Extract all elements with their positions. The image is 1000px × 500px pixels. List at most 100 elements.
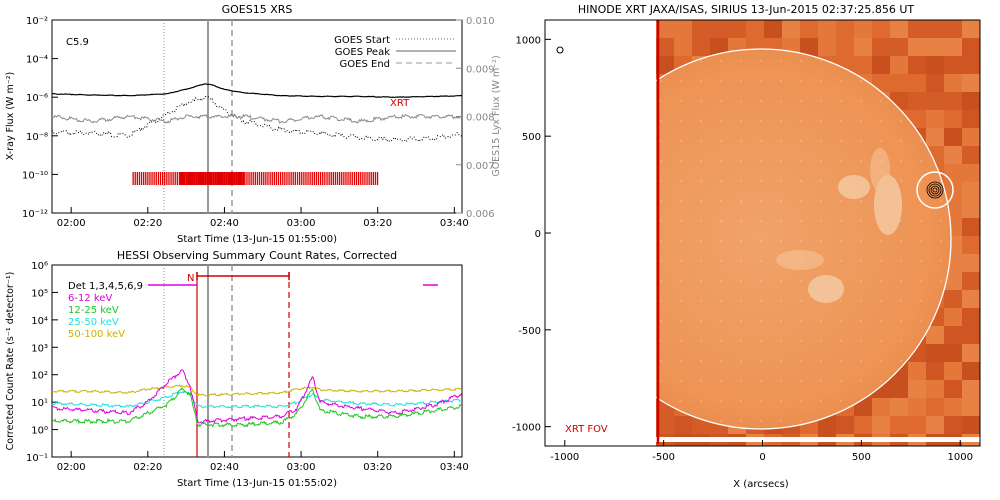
hessi-title: HESSI Observing Summary Count Rates, Cor… [117, 249, 397, 262]
hessi-x-tick-label: 02:40 [210, 462, 239, 473]
active-region-4 [776, 250, 824, 270]
corona-tile [962, 146, 980, 164]
corona-tile [926, 20, 944, 38]
xrt-coverage-bar [309, 172, 311, 185]
xrt-coverage-bar [170, 172, 172, 185]
xrt-coverage-bar [221, 172, 224, 185]
xrt-coverage-bar [132, 172, 134, 185]
corona-tile [944, 74, 962, 92]
corona-tile [890, 416, 908, 434]
xrt-coverage-bar [157, 172, 160, 185]
hessi-night-label: N [187, 273, 194, 284]
xrt-coverage-bar [370, 172, 372, 185]
corona-tile [962, 398, 980, 416]
goes-y2-tick-label: 0.006 [466, 209, 495, 220]
corona-tile [944, 398, 962, 416]
xrt-coverage-bar [197, 172, 200, 185]
corona-tile [890, 434, 908, 446]
corona-tile [890, 74, 908, 92]
xrt-coverage-bar [159, 172, 162, 185]
active-region-5 [870, 148, 890, 192]
corona-tile [746, 434, 764, 446]
goes-y2-label: GOES15 Lyx Flux (W m⁻²) [491, 55, 502, 176]
corona-tile [962, 380, 980, 398]
xrt-coverage-bar [301, 172, 303, 185]
goes-y2-tick-label: 0.007 [466, 161, 495, 172]
corona-tile [962, 200, 980, 218]
corona-tile [818, 434, 836, 446]
goes-short-channel-trace [52, 95, 462, 143]
corona-tile [872, 38, 890, 56]
corona-tile [818, 20, 836, 38]
corona-tile [962, 272, 980, 290]
corona-tile [692, 38, 710, 56]
corona-tile [944, 146, 962, 164]
xrt-coverage-bar [242, 172, 245, 185]
xrt-coverage-bar [202, 172, 205, 185]
hessi-y-tick-label: 10² [31, 371, 48, 382]
xrt-coverage-bar [237, 172, 240, 185]
corona-tile [962, 38, 980, 56]
corona-tile [854, 56, 872, 74]
corona-tile [944, 38, 962, 56]
xrt-title: HINODE XRT JAXA/ISAS, SIRIUS 13-Jun-2015… [578, 3, 915, 16]
corona-tile [962, 74, 980, 92]
hessi-legend-detectors: Det 1,3,4,5,6,9 [68, 281, 143, 292]
hessi-50-100-kev-trace [52, 384, 462, 397]
goes-y-label: X-ray Flux (W m⁻²) [5, 72, 16, 161]
xrt-coverage-bar [368, 172, 370, 185]
xrt-coverage-bar [265, 172, 267, 185]
xrt-coverage-bar [208, 172, 211, 185]
goes-legend: GOES Start GOES Peak GOES End [334, 35, 456, 70]
corona-tile [944, 434, 962, 446]
corona-tile [800, 434, 818, 446]
xrt-coverage-bar [341, 172, 343, 185]
xrt-coverage-bar [183, 172, 186, 185]
xrt-coverage-bar [187, 172, 190, 185]
hessi-x-ticks: 02:00 02:20 02:40 03:00 03:20 03:40 [57, 451, 469, 473]
xrt-coverage-bar [254, 172, 256, 185]
corona-tile [710, 38, 728, 56]
corona-tile [908, 434, 926, 446]
xrt-coverage-bar [246, 172, 248, 185]
xrt-coverage-bar [231, 172, 234, 185]
corona-tile [944, 362, 962, 380]
xrt-y-tick-label: 500 [522, 132, 541, 143]
corona-tile [944, 290, 962, 308]
corona-tile [944, 92, 962, 110]
xrt-coverage-bar [210, 172, 213, 185]
corona-tile [926, 128, 944, 146]
corona-tile [854, 20, 872, 38]
xrt-x-label: X (arcsecs) [733, 479, 789, 490]
xrt-x-tick-label: -1000 [550, 452, 579, 463]
xrt-coverage-bar [286, 172, 288, 185]
xrt-coverage-bar [280, 172, 282, 185]
xrt-coverage-bar [212, 172, 215, 185]
xrt-coverage-bar [193, 172, 196, 185]
hessi-legend-25-50: 25-50 keV [68, 317, 119, 328]
hessi-y-ticks: 10⁶ 10⁵ 10⁴ 10³ 10² 10¹ 10⁰ 10⁻¹ [26, 261, 58, 464]
corona-tile [674, 434, 692, 446]
corona-tile [926, 74, 944, 92]
xrt-coverage-bar [149, 172, 151, 185]
xrt-coverage-bar [189, 172, 192, 185]
hessi-25-50-kev-trace [52, 390, 462, 409]
corona-tile [944, 416, 962, 434]
corona-tile [836, 20, 854, 38]
goes-y-tick-label: 10⁻⁴ [26, 55, 48, 66]
goes-y2-tick-label: 0.008 [466, 113, 495, 124]
xrt-coverage-bar [185, 172, 188, 185]
corona-tile [746, 20, 764, 38]
xrt-coverage-bar [313, 172, 315, 185]
xrt-coverage-bar [174, 172, 176, 185]
xrt-coverage-bar [349, 172, 351, 185]
corona-tile [944, 308, 962, 326]
xrt-coverage-bar [250, 172, 252, 185]
goes-y-tick-label: 10⁻¹⁰ [22, 170, 48, 181]
goes-legend-start: GOES Start [334, 35, 390, 46]
xrt-coverage-bar [258, 172, 261, 185]
goes-x-tick-label: 02:20 [133, 218, 162, 229]
xrt-coverage-bar [244, 172, 246, 185]
xrt-coverage-bar [292, 172, 294, 185]
corona-tile [656, 20, 674, 38]
